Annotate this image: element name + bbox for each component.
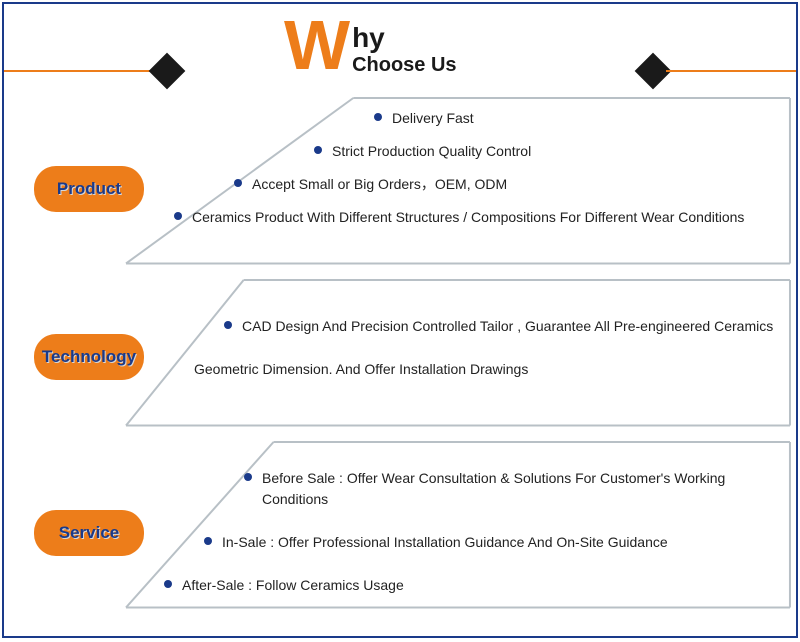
header-line-right xyxy=(666,70,796,72)
list-item: In-Sale : Offer Professional Installatio… xyxy=(204,532,786,553)
item-text: Ceramics Product With Different Structur… xyxy=(192,207,744,228)
content-product: Delivery Fast Strict Production Quality … xyxy=(164,108,786,240)
header: W hy Choose Us xyxy=(4,4,796,84)
badge-service: Service xyxy=(34,510,144,556)
bullet-icon xyxy=(314,146,322,154)
logo-text: hy Choose Us xyxy=(352,24,456,77)
infographic-frame: W hy Choose Us Product Delivery Fast Str… xyxy=(2,2,798,638)
logo-subtitle: Choose Us xyxy=(352,54,456,77)
item-text: Accept Small or Big Orders，OEM, ODM xyxy=(252,174,507,195)
bullet-icon xyxy=(164,580,172,588)
list-item: Before Sale : Offer Wear Consultation & … xyxy=(244,468,786,510)
list-item: After-Sale : Follow Ceramics Usage xyxy=(164,575,786,596)
diamond-icon xyxy=(149,53,186,90)
item-text: After-Sale : Follow Ceramics Usage xyxy=(182,575,404,596)
item-text: In-Sale : Offer Professional Installatio… xyxy=(222,532,668,553)
content-service: Before Sale : Offer Wear Consultation & … xyxy=(164,468,786,608)
list-item: Accept Small or Big Orders，OEM, ODM xyxy=(234,174,786,195)
bullet-icon xyxy=(174,212,182,220)
bullet-icon xyxy=(224,321,232,329)
badge-technology: Technology xyxy=(34,334,144,380)
list-item: Ceramics Product With Different Structur… xyxy=(174,207,786,228)
item-text: Strict Production Quality Control xyxy=(332,141,531,162)
list-item: Delivery Fast xyxy=(374,108,786,129)
bullet-icon xyxy=(234,179,242,187)
list-item: Strict Production Quality Control xyxy=(314,141,786,162)
item-text: Geometric Dimension. And Offer Installat… xyxy=(194,359,528,380)
logo-suffix: hy xyxy=(352,24,456,52)
badge-label: Product xyxy=(57,179,121,199)
section-service: Service Before Sale : Offer Wear Consult… xyxy=(4,440,796,610)
item-text: Before Sale : Offer Wear Consultation & … xyxy=(262,468,786,510)
item-text: Delivery Fast xyxy=(392,108,474,129)
item-text: CAD Design And Precision Controlled Tail… xyxy=(242,316,773,337)
bullet-icon xyxy=(244,473,252,481)
badge-label: Technology xyxy=(42,347,136,367)
list-item: Geometric Dimension. And Offer Installat… xyxy=(194,359,786,380)
content-technology: CAD Design And Precision Controlled Tail… xyxy=(194,316,786,392)
section-technology: Technology CAD Design And Precision Cont… xyxy=(4,278,796,428)
bullet-icon xyxy=(204,537,212,545)
header-line-left xyxy=(4,70,154,72)
section-product: Product Delivery Fast Strict Production … xyxy=(4,96,796,266)
logo-letter: W xyxy=(284,14,350,77)
list-item: CAD Design And Precision Controlled Tail… xyxy=(224,316,786,337)
logo: W hy Choose Us xyxy=(284,14,457,77)
badge-product: Product xyxy=(34,166,144,212)
badge-label: Service xyxy=(59,523,120,543)
bullet-icon xyxy=(374,113,382,121)
